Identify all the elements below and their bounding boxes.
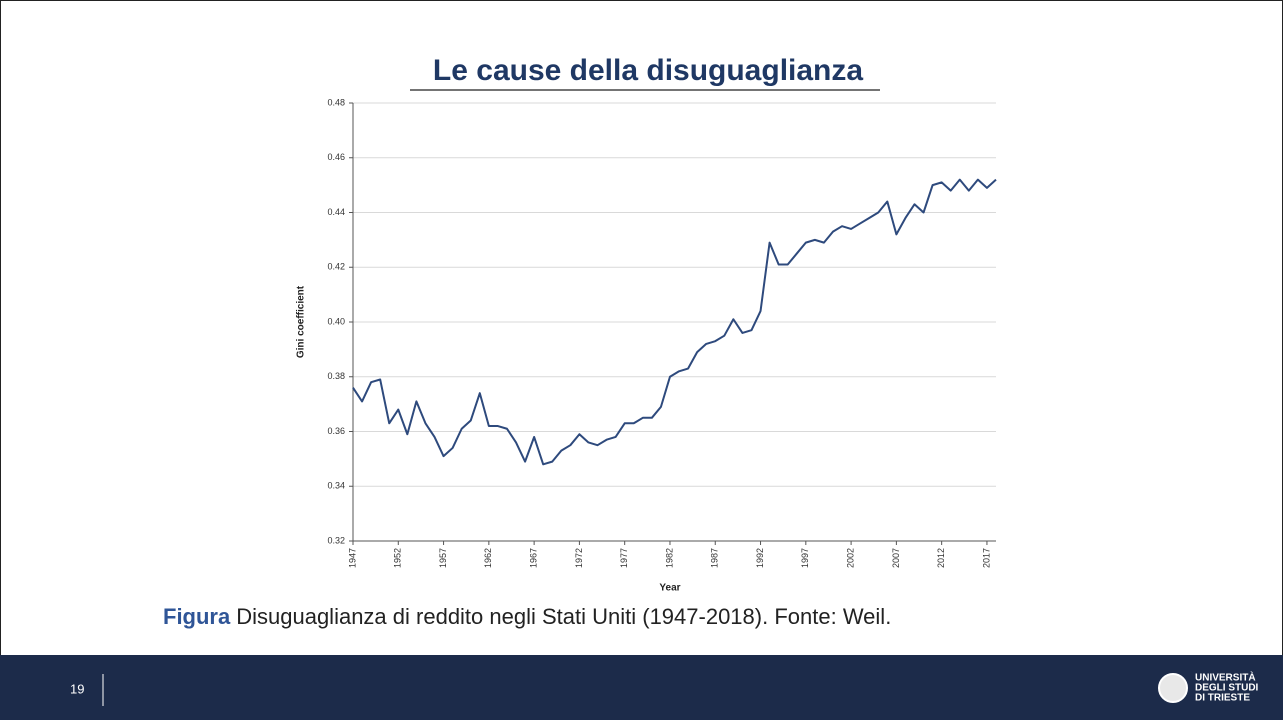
y-tick-label: 0.44	[327, 207, 345, 217]
logo-line: DI TRIESTE	[1195, 693, 1250, 704]
logo-line: UNIVERSITÀ	[1195, 671, 1256, 684]
y-tick-label: 0.48	[327, 97, 345, 107]
x-tick-label: 1992	[755, 548, 765, 568]
y-axis-label: Gini coefficient	[296, 285, 307, 358]
x-tick-label: 2012	[936, 548, 946, 568]
caption-text: Disuguaglianza di reddito negli Stati Un…	[236, 604, 891, 629]
logo-seal	[1158, 673, 1188, 703]
logo-line: DEGLI STUDI	[1195, 683, 1259, 694]
data-line	[352, 178, 997, 466]
x-tick-label: 1952	[393, 548, 403, 568]
x-tick-label: 1967	[529, 548, 539, 568]
footer	[0, 655, 1283, 720]
y-tick-label: 0.36	[327, 426, 345, 436]
x-tick-label: 1997	[800, 548, 810, 568]
caption: Figura Disuguaglianza di reddito negli St…	[163, 604, 891, 629]
y-tick-label: 0.38	[327, 371, 345, 381]
x-tick-label: 2017	[981, 548, 991, 568]
x-tick-label: 2002	[845, 548, 855, 568]
x-tick-label: 1957	[438, 548, 448, 568]
x-tick-label: 2007	[891, 548, 901, 568]
y-tick-label: 0.34	[327, 481, 345, 491]
y-tick-label: 0.32	[327, 535, 345, 545]
slide-title: Le cause della disuguaglianza	[433, 54, 863, 87]
x-tick-label: 1947	[347, 548, 357, 568]
x-tick-label: 1962	[483, 548, 493, 568]
x-tick-label: 1977	[619, 548, 629, 568]
x-tick-label: 1987	[710, 548, 720, 568]
x-tick-label: 1972	[574, 548, 584, 568]
y-tick-label: 0.42	[327, 262, 345, 272]
page-number: 19	[70, 681, 84, 696]
x-axis-label: Year	[659, 583, 680, 594]
y-tick-label: 0.40	[327, 316, 345, 326]
x-tick-label: 1982	[664, 548, 674, 568]
y-tick-label: 0.46	[327, 152, 345, 162]
caption-label: Figura	[163, 604, 231, 629]
